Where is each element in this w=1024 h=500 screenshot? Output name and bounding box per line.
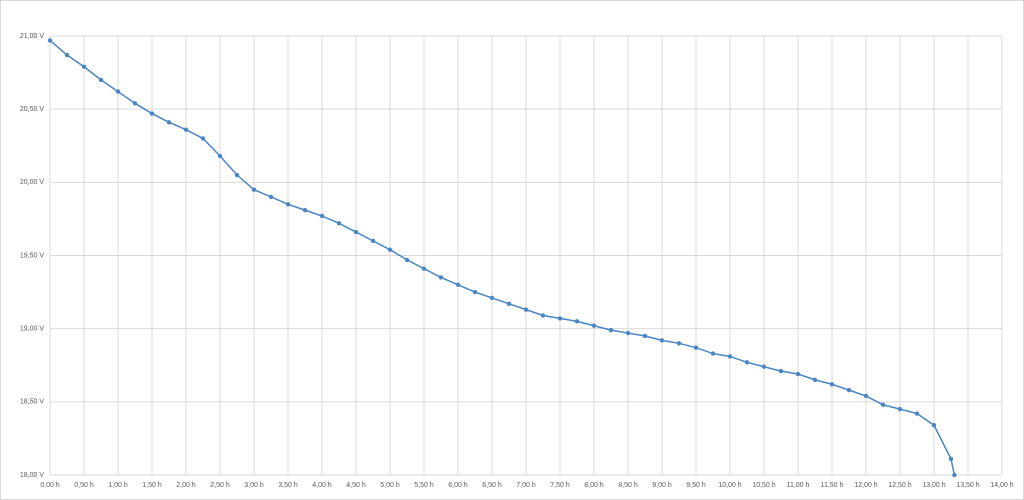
data-point xyxy=(897,406,903,412)
data-point xyxy=(438,275,444,280)
data-point xyxy=(98,77,104,83)
x-tick-label: 7,00 h xyxy=(516,482,536,489)
data-point xyxy=(166,120,172,125)
y-tick-label: 20,00 V xyxy=(20,179,44,186)
x-tick-label: 9,00 h xyxy=(652,482,672,489)
data-point xyxy=(557,316,563,321)
data-point xyxy=(523,307,529,312)
data-point xyxy=(591,323,597,328)
data-point xyxy=(952,472,957,478)
x-tick-label: 12,00 h xyxy=(854,482,877,489)
data-point xyxy=(693,345,699,350)
data-point xyxy=(727,354,733,359)
data-point xyxy=(336,221,342,226)
x-tick-label: 3,00 h xyxy=(244,482,264,489)
data-point xyxy=(47,38,53,43)
data-point xyxy=(370,238,376,244)
data-point xyxy=(625,330,631,336)
x-tick-label: 9,50 h xyxy=(686,482,706,489)
data-point xyxy=(319,213,325,219)
x-tick-label: 10,50 h xyxy=(752,482,775,489)
data-point xyxy=(200,136,206,141)
x-tick-label: 5,00 h xyxy=(380,482,400,489)
data-point xyxy=(217,153,223,159)
data-point xyxy=(880,402,886,407)
data-point xyxy=(846,387,852,393)
x-tick-label: 6,50 h xyxy=(482,482,502,489)
x-tick-label: 8,00 h xyxy=(584,482,604,489)
data-point xyxy=(931,423,937,428)
y-tick-label: 21,00 V xyxy=(20,33,44,40)
x-tick-label: 1,50 h xyxy=(142,482,162,489)
data-point xyxy=(642,333,648,339)
data-point xyxy=(183,127,189,132)
x-tick-label: 13,00 h xyxy=(922,482,945,489)
x-tick-label: 6,00 h xyxy=(448,482,468,489)
data-point xyxy=(268,194,274,200)
data-point xyxy=(285,202,291,207)
x-tick-label: 11,00 h xyxy=(787,482,810,489)
data-point xyxy=(676,341,682,346)
data-point xyxy=(608,327,614,333)
data-point xyxy=(149,111,155,116)
data-point xyxy=(744,360,750,365)
data-point xyxy=(64,52,70,58)
y-tick-label: 19,00 V xyxy=(20,326,44,333)
data-point xyxy=(115,89,121,94)
data-point xyxy=(302,207,308,213)
data-point xyxy=(659,338,665,343)
y-tick-label: 18,00 V xyxy=(20,472,44,479)
x-tick-label: 10,00 h xyxy=(718,482,741,489)
x-tick-label: 3,50 h xyxy=(278,482,298,489)
data-point xyxy=(761,364,767,369)
x-tick-label: 11,50 h xyxy=(821,482,844,489)
data-point xyxy=(132,101,138,106)
data-point xyxy=(421,266,427,271)
data-point xyxy=(778,368,784,374)
data-point xyxy=(574,319,580,324)
data-point xyxy=(353,229,359,235)
x-tick-label: 13,50 h xyxy=(956,482,979,489)
data-point xyxy=(506,301,512,306)
data-point xyxy=(829,382,835,387)
data-point xyxy=(710,351,716,356)
data-point xyxy=(455,282,461,287)
data-point xyxy=(387,247,393,252)
data-point xyxy=(795,371,801,377)
x-tick-label: 1,00 h xyxy=(108,482,128,489)
x-tick-label: 12,50 h xyxy=(888,482,911,489)
data-point xyxy=(472,289,478,295)
data-point xyxy=(812,377,818,383)
x-tick-label: 4,50 h xyxy=(346,482,366,489)
data-point xyxy=(489,295,495,301)
data-point xyxy=(234,172,240,178)
data-point xyxy=(251,187,257,192)
x-tick-label: 5,50 h xyxy=(414,482,434,489)
y-tick-label: 20,50 V xyxy=(20,106,44,113)
data-point xyxy=(914,411,920,416)
y-tick-label: 19,50 V xyxy=(20,252,44,259)
x-tick-label: 2,00 h xyxy=(176,482,196,489)
x-tick-label: 14,00 h xyxy=(990,482,1013,489)
data-point xyxy=(863,393,869,399)
x-tick-label: 8,50 h xyxy=(618,482,638,489)
x-tick-label: 2,50 h xyxy=(210,482,230,489)
x-tick-label: 0,00 h xyxy=(40,482,60,489)
data-point xyxy=(540,313,546,318)
y-tick-label: 18,50 V xyxy=(20,399,44,406)
data-point xyxy=(81,64,87,69)
data-point xyxy=(404,257,410,263)
x-tick-label: 0,50 h xyxy=(74,482,94,489)
x-tick-label: 4,00 h xyxy=(312,482,332,489)
x-tick-label: 7,50 h xyxy=(550,482,570,489)
data-point xyxy=(948,456,954,462)
